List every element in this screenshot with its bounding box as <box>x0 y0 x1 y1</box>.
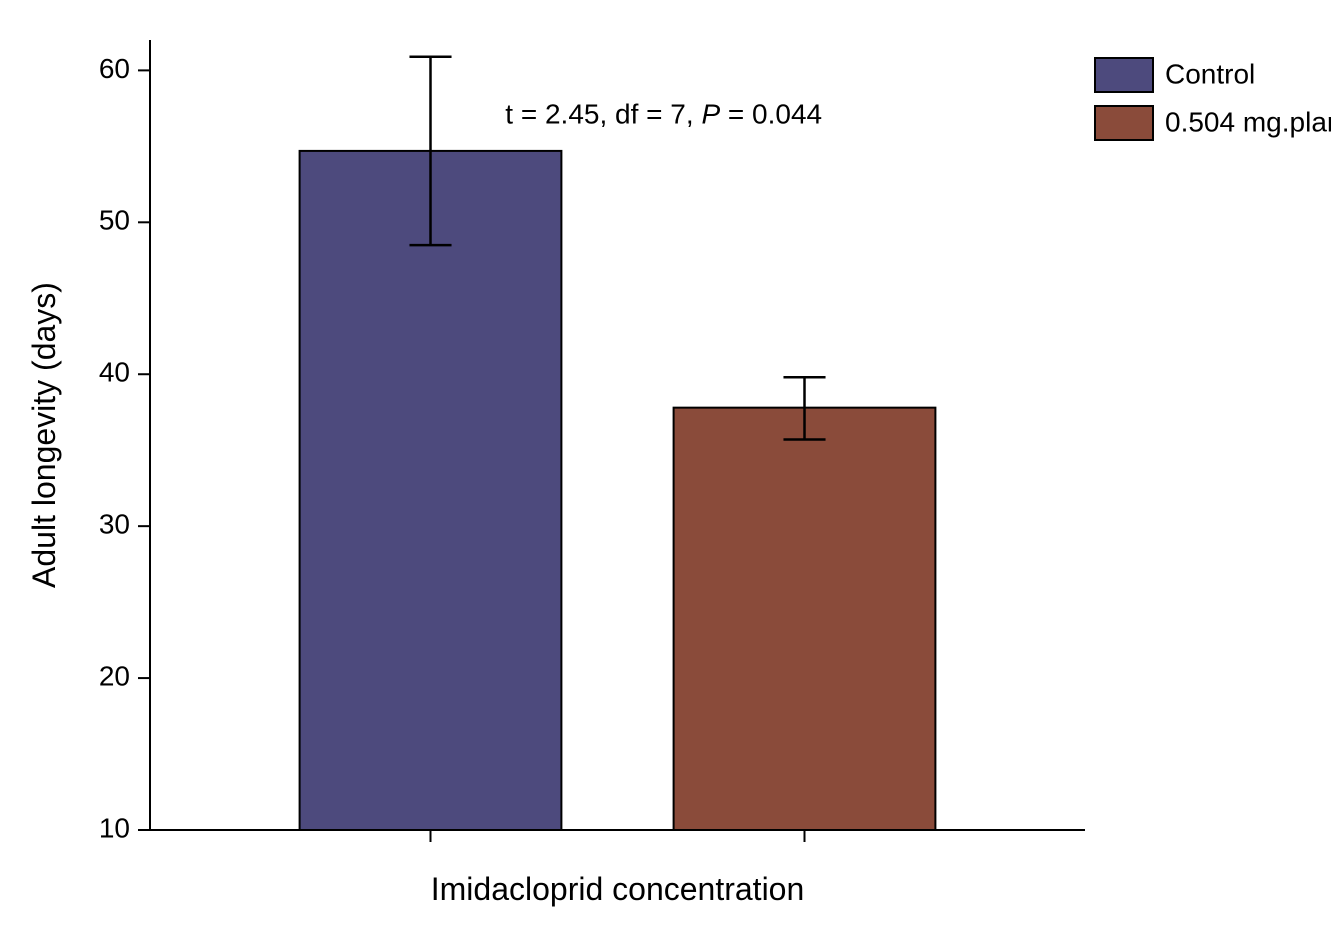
bar-chart: 10 20 30 40 50 60 Adult longevity (days) Imidac… <box>0 0 1331 947</box>
y-tick-label: 10 <box>99 812 130 843</box>
y-tick-label: 40 <box>99 357 130 388</box>
legend-label: 0.504 mg.plant-1 <box>1165 106 1331 138</box>
y-tick-label: 20 <box>99 660 130 691</box>
y-tick-label: 30 <box>99 509 130 540</box>
y-tick-label: 50 <box>99 205 130 236</box>
legend-swatch <box>1095 106 1153 140</box>
stats-annotation: t = 2.45, df = 7, P = 0.044 <box>505 99 822 130</box>
bar-treatment <box>674 408 936 830</box>
legend-label: Control <box>1165 59 1255 90</box>
bar-control <box>300 151 562 830</box>
chart-container: 10 20 30 40 50 60 Adult longevity (days) Imidac… <box>0 0 1331 947</box>
y-axis-title: Adult longevity (days) <box>26 282 62 588</box>
legend-swatch <box>1095 58 1153 92</box>
x-axis-title: Imidacloprid concentration <box>431 871 805 907</box>
y-tick-label: 60 <box>99 53 130 84</box>
